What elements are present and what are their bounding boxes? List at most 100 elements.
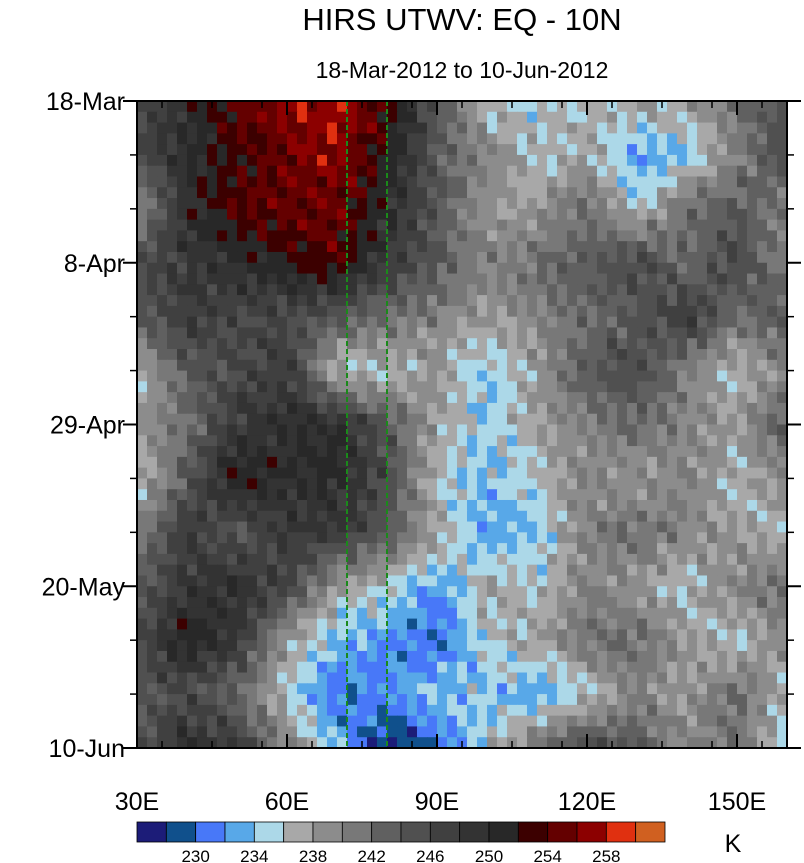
contour-cell (667, 489, 678, 501)
contour-cell (717, 327, 728, 339)
contour-cell (317, 392, 328, 404)
contour-cell (197, 262, 208, 275)
contour-cell (297, 381, 308, 393)
contour-cell (677, 111, 688, 124)
contour-cell (757, 650, 768, 663)
contour-cell (747, 672, 758, 684)
contour-cell (177, 683, 188, 695)
contour-cell (637, 154, 648, 167)
contour-cell (687, 640, 698, 652)
contour-cell (437, 597, 448, 609)
contour-cell (737, 467, 748, 480)
contour-cell (177, 640, 188, 652)
contour-cell (557, 165, 568, 178)
contour-cell (237, 101, 248, 113)
contour-cell (297, 219, 308, 231)
contour-cell (647, 381, 658, 393)
contour-cell (277, 532, 288, 544)
contour-cell (497, 607, 508, 620)
contour-cell (507, 262, 518, 275)
contour-cell (267, 499, 278, 512)
contour-cell (677, 392, 688, 404)
contour-cell (287, 198, 298, 210)
contour-cell (157, 607, 168, 620)
contour-cell (307, 349, 318, 361)
contour-cell (737, 208, 748, 221)
contour-cell (597, 607, 608, 620)
contour-cell (427, 122, 438, 134)
contour-cell (397, 597, 408, 609)
contour-cell (217, 208, 228, 221)
contour-cell (287, 316, 298, 329)
contour-cell (147, 618, 158, 630)
contour-cell (317, 553, 328, 566)
contour-cell (497, 597, 508, 609)
contour-cell (367, 316, 378, 329)
contour-cell (687, 704, 698, 717)
contour-cell (667, 694, 678, 706)
contour-cell (507, 176, 518, 188)
chart-subtitle: 18-Mar-2012 to 10-Jun-2012 (316, 57, 609, 83)
contour-cell (627, 295, 638, 307)
contour-cell (577, 402, 588, 415)
contour-cell (747, 154, 758, 167)
contour-cell (537, 607, 548, 620)
contour-cell (567, 499, 578, 512)
contour-cell (287, 575, 298, 587)
contour-cell (317, 597, 328, 609)
contour-cell (657, 715, 668, 728)
contour-cell (587, 241, 598, 253)
contour-cell (237, 661, 248, 674)
contour-cell (167, 198, 178, 210)
contour-cell (557, 446, 568, 458)
contour-cell (297, 575, 308, 587)
contour-cell (537, 413, 548, 426)
contour-cell (407, 327, 418, 339)
contour-cell (777, 435, 788, 447)
contour-cell (767, 273, 778, 285)
contour-cell (677, 564, 688, 577)
contour-cell (677, 586, 688, 598)
contour-cell (757, 305, 768, 318)
contour-cell (667, 370, 678, 382)
contour-cell (667, 305, 678, 318)
contour-cell (727, 327, 738, 339)
contour-cell (317, 435, 328, 447)
contour-cell (327, 101, 338, 113)
contour-cell (687, 392, 698, 404)
contour-cell (227, 230, 238, 242)
contour-cell (737, 607, 748, 620)
colorbar-box (195, 821, 226, 843)
contour-cell (587, 198, 598, 210)
contour-cell (567, 704, 578, 717)
contour-cell (717, 726, 728, 738)
contour-cell (617, 715, 628, 728)
contour-cell (677, 704, 688, 717)
contour-cell (177, 543, 188, 555)
contour-cell (547, 704, 558, 717)
contour-cell (687, 607, 698, 620)
contour-cell (607, 586, 618, 598)
contour-cell (657, 532, 668, 544)
contour-cell (157, 683, 168, 695)
contour-cell (507, 316, 518, 329)
contour-cell (277, 672, 288, 684)
contour-cell (157, 478, 168, 490)
contour-cell (317, 262, 328, 275)
contour-cell (617, 187, 628, 199)
contour-cell (657, 133, 668, 145)
contour-cell (537, 618, 548, 630)
contour-cell (477, 198, 488, 210)
contour-cell (437, 262, 448, 275)
contour-cell (577, 295, 588, 307)
contour-cell (257, 208, 268, 221)
contour-cell (207, 230, 218, 242)
contour-cell (527, 144, 538, 156)
contour-cell (147, 295, 158, 307)
contour-cell (147, 456, 158, 469)
contour-cell (457, 489, 468, 501)
contour-cell (137, 467, 148, 480)
contour-cell (347, 381, 358, 393)
contour-cell (267, 111, 278, 124)
